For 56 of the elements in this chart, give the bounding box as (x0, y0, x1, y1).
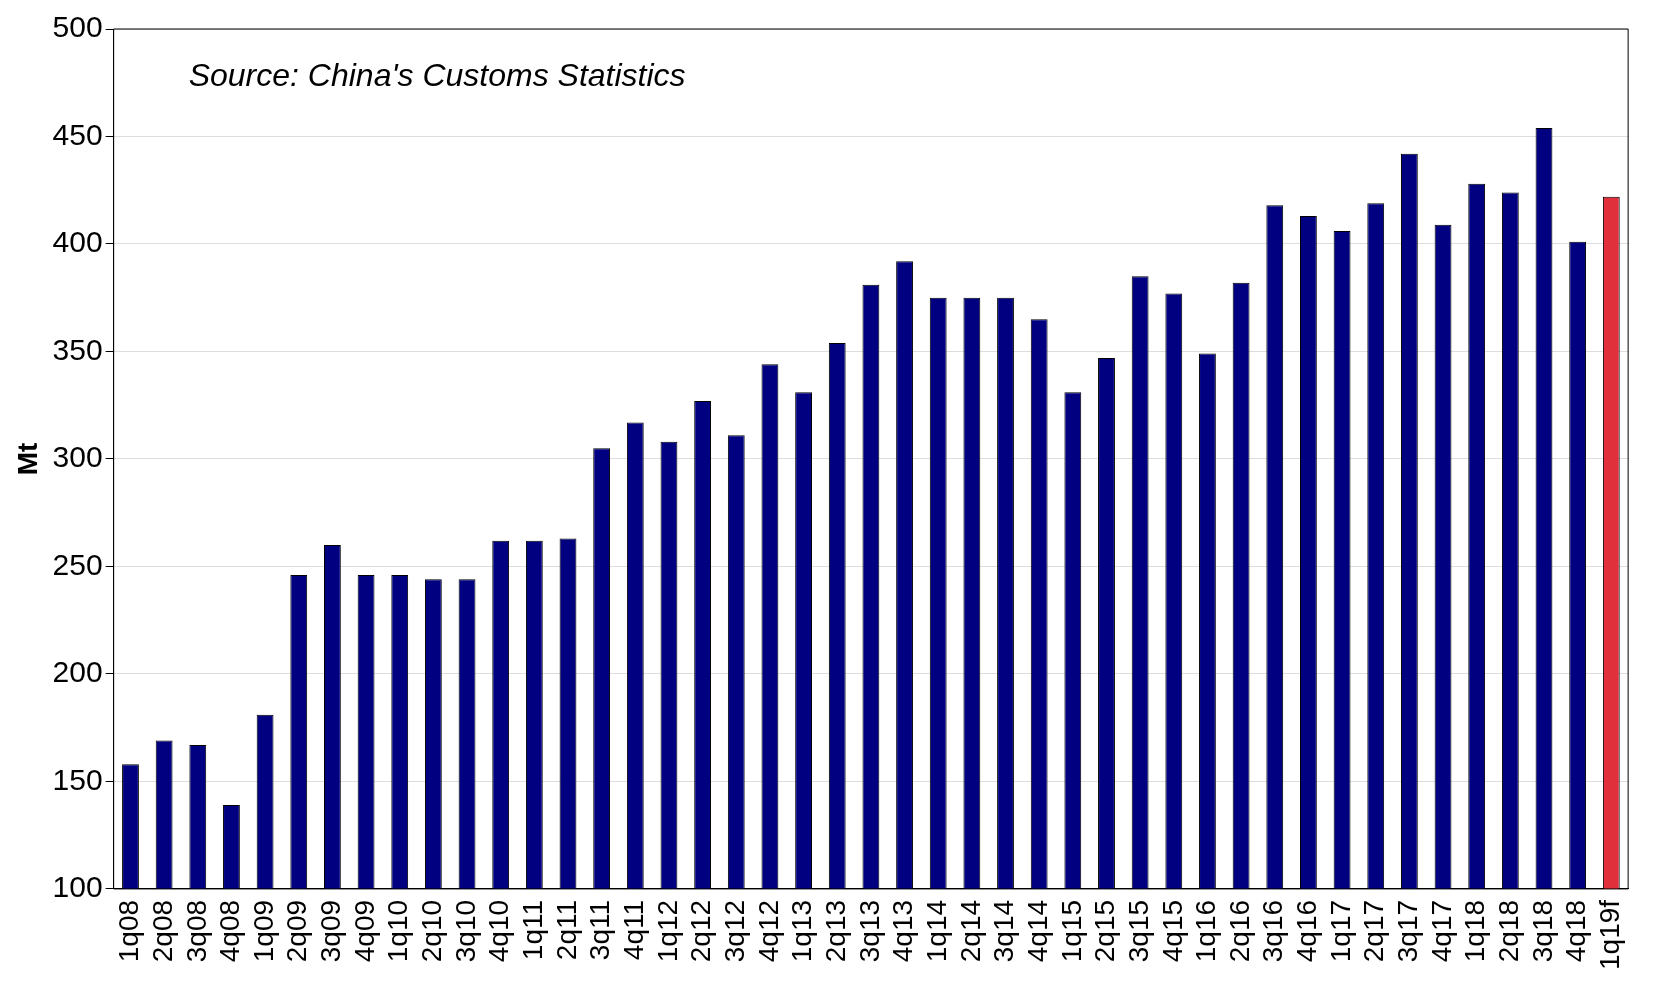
x-tick-label: 4q13 (887, 899, 919, 963)
x-tick-label: 4q17 (1425, 899, 1457, 963)
y-tick-label: 350 (52, 332, 103, 366)
y-axis-title: Mt (11, 442, 43, 476)
x-tick-label: 1q11 (517, 899, 549, 961)
x-tick-label: 4q08 (214, 899, 246, 963)
y-tick-label: 300 (52, 440, 103, 474)
x-tick-label: 3q15 (1122, 899, 1154, 963)
x-tick-label: 3q17 (1392, 899, 1424, 963)
y-tick-label: 400 (52, 225, 103, 259)
x-tick-label: 3q12 (718, 899, 750, 963)
x-tick-label: 2q15 (1089, 899, 1121, 963)
annotation: Source: China's Customs Statistics (188, 56, 686, 93)
x-tick-label: 3q14 (988, 899, 1020, 963)
x-tick-label: 1q10 (382, 899, 414, 963)
x-tick-label: 3q08 (180, 899, 212, 963)
x-tick-label: 1q15 (1055, 899, 1087, 963)
x-tick-label: 2q17 (1358, 899, 1390, 963)
x-tick-label: 4q09 (348, 899, 380, 963)
x-tick-label: 2q10 (416, 899, 448, 963)
x-tick-label: 2q18 (1493, 899, 1525, 963)
y-tick-label: 250 (52, 547, 103, 581)
x-tick-label: 4q16 (1291, 899, 1323, 963)
x-tick-label: 3q18 (1526, 899, 1558, 963)
x-tick-label: 1q08 (113, 899, 145, 963)
x-tick-label: 1q16 (1190, 899, 1222, 963)
x-tick-label: 1q17 (1324, 899, 1356, 963)
x-tick-label: 1q12 (651, 899, 683, 963)
y-tick-label: 500 (52, 10, 103, 44)
x-tick-label: 1q09 (247, 899, 279, 963)
x-tick-label: 3q11 (584, 899, 616, 961)
x-tick-label: 2q11 (550, 899, 582, 961)
y-tick-label: 200 (52, 655, 103, 689)
y-tick-label: 450 (52, 117, 103, 151)
x-tick-label: 2q16 (1223, 899, 1255, 963)
x-tick-label: 4q15 (1156, 899, 1188, 963)
x-tick-label: 2q13 (819, 899, 851, 963)
x-tick-label: 3q10 (449, 899, 481, 963)
x-tick-label: 1q18 (1459, 899, 1491, 963)
x-tick-label: 2q09 (281, 899, 313, 963)
x-tick-label: 4q12 (752, 899, 784, 963)
y-tick-label: 100 (52, 870, 103, 904)
x-tick-label: 2q12 (685, 899, 717, 963)
x-tick-label: 4q11 (618, 899, 650, 961)
x-tick-label: 3q09 (315, 899, 347, 963)
x-tick-label: 2q08 (146, 899, 178, 963)
x-tick-label: 4q18 (1560, 899, 1592, 963)
x-tick-label: 1q14 (920, 899, 952, 963)
x-tick-label: 3q13 (853, 899, 885, 963)
x-tick-label: 1q19f (1594, 899, 1626, 971)
x-tick-label: 2q14 (954, 899, 986, 963)
x-tick-label: 4q10 (483, 899, 515, 963)
y-tick-label: 150 (52, 762, 103, 796)
x-tick-label: 4q14 (1021, 899, 1053, 963)
x-tick-label: 1q13 (786, 899, 818, 963)
x-tick-label: 3q16 (1257, 899, 1289, 963)
